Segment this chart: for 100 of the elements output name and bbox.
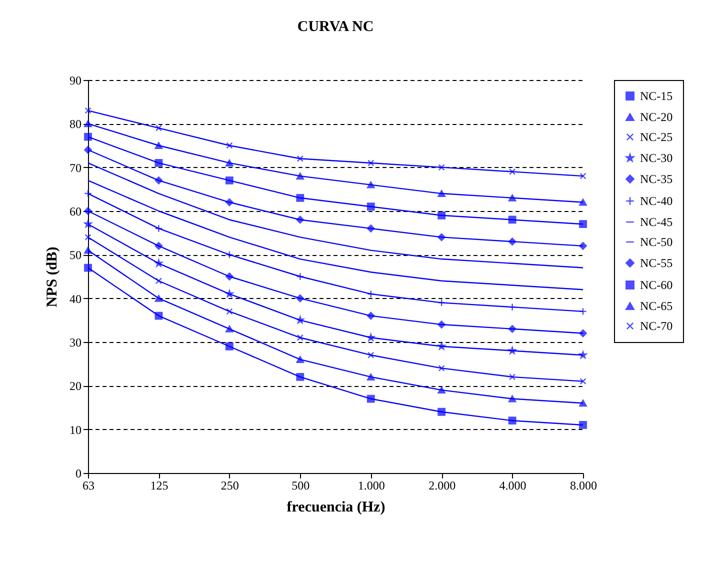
chart-title: CURVA NC (297, 19, 374, 35)
x-tick-label: 250 (220, 478, 239, 492)
y-axis-title: NPS (dB) (44, 246, 60, 308)
point (509, 168, 516, 175)
point (579, 421, 587, 429)
point (579, 220, 587, 228)
y-tick-label: 50 (70, 248, 82, 262)
point (296, 194, 304, 202)
point (368, 160, 374, 166)
point (154, 176, 163, 184)
legend-label: NC-50 (640, 235, 673, 249)
point (366, 181, 375, 188)
legend-label: NC-35 (640, 172, 673, 186)
y-tick-label: 90 (70, 74, 82, 88)
point (508, 303, 516, 312)
point (508, 216, 516, 224)
point (84, 234, 92, 240)
point (296, 172, 304, 180)
y-tick-label: 10 (70, 422, 82, 437)
point (155, 278, 162, 284)
point (508, 238, 516, 246)
point (508, 395, 516, 402)
point (84, 107, 92, 114)
legend-label: NC-30 (640, 151, 673, 165)
legend-label: NC-25 (640, 130, 673, 144)
legend-label: NC-55 (640, 256, 673, 270)
point (579, 329, 587, 338)
legend-label: NC-15 (640, 89, 673, 103)
legend-label: NC-65 (640, 299, 673, 313)
point (225, 250, 234, 259)
y-tick-label: 20 (70, 379, 82, 394)
x-tick-label: 8.000 (570, 478, 597, 492)
point (225, 272, 234, 280)
point (438, 298, 446, 307)
point (154, 294, 163, 302)
x-tick-label: 1.000 (358, 478, 385, 492)
line-series (87, 162, 584, 268)
point (438, 190, 446, 198)
point (225, 325, 234, 332)
point (154, 159, 163, 167)
point (579, 400, 587, 407)
point (84, 264, 92, 272)
point (296, 272, 304, 280)
point (366, 373, 375, 380)
point (438, 233, 446, 242)
y-tick-label: 0 (76, 466, 82, 480)
x-tick-label: 63 (82, 478, 94, 492)
point (366, 202, 375, 211)
point (508, 194, 516, 202)
point (509, 374, 516, 380)
point (84, 207, 92, 215)
x-tick-label: 2.000 (428, 478, 456, 492)
point (226, 308, 233, 315)
point (579, 198, 587, 206)
point (438, 364, 445, 372)
point (438, 408, 446, 416)
point (366, 224, 375, 232)
point (438, 211, 446, 220)
x-tick-label: 125 (150, 478, 168, 492)
point (438, 342, 446, 350)
point (580, 172, 586, 180)
y-tick-label: 60 (70, 204, 82, 218)
point (84, 146, 92, 154)
point (366, 394, 375, 403)
point (154, 242, 163, 250)
point (225, 176, 234, 184)
point (580, 378, 586, 385)
point (225, 342, 234, 350)
point (579, 242, 587, 250)
point (296, 216, 304, 224)
x-axis-title: frecuencia (Hz) (286, 500, 386, 516)
point (296, 334, 304, 341)
y-tick-label: 30 (70, 336, 82, 350)
line-series (87, 180, 584, 290)
point (508, 324, 516, 333)
legend-label: NC-40 (640, 194, 673, 208)
point (296, 356, 304, 363)
point (438, 164, 445, 171)
point (579, 307, 587, 316)
point (84, 246, 92, 254)
point (508, 416, 516, 425)
point (84, 190, 92, 198)
legend-label: NC-70 (640, 319, 673, 333)
y-tick-label: 40 (70, 292, 82, 306)
point (225, 198, 234, 206)
point (368, 352, 374, 358)
legend-label: NC-60 (640, 278, 673, 292)
point (226, 142, 233, 149)
point (225, 159, 234, 166)
legend-label: NC-20 (640, 110, 673, 124)
point (84, 120, 92, 128)
point (154, 142, 163, 150)
point (296, 294, 304, 302)
y-tick-label: 70 (70, 160, 82, 175)
point (296, 372, 304, 381)
point (366, 290, 375, 298)
point (438, 320, 446, 328)
point (296, 155, 304, 162)
x-tick-label: 4.000 (499, 478, 526, 492)
point (366, 312, 375, 320)
